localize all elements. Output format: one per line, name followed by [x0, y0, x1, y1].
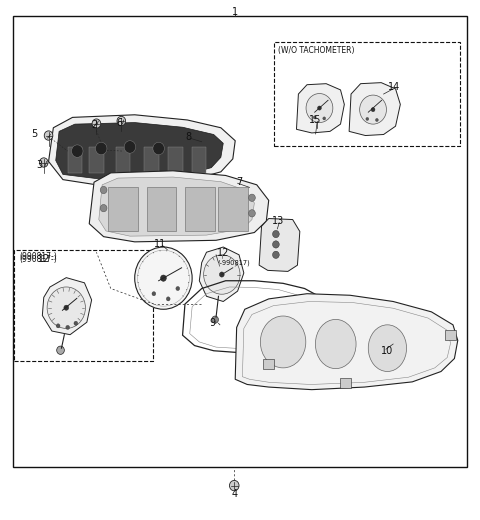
Circle shape: [39, 158, 48, 167]
Circle shape: [318, 106, 322, 110]
Circle shape: [44, 131, 53, 140]
Circle shape: [204, 255, 240, 294]
Polygon shape: [297, 84, 344, 133]
Circle shape: [135, 247, 192, 309]
Polygon shape: [56, 123, 223, 178]
Circle shape: [74, 321, 78, 326]
Polygon shape: [99, 177, 254, 236]
Text: (W/O TACHOMETER): (W/O TACHOMETER): [278, 46, 355, 55]
Text: 14: 14: [388, 82, 400, 93]
Text: 5: 5: [31, 129, 37, 139]
Bar: [168, 147, 182, 173]
Circle shape: [66, 326, 70, 330]
Bar: [68, 147, 82, 173]
Circle shape: [229, 480, 239, 491]
Text: (990817-): (990817-): [20, 252, 58, 261]
Text: 1: 1: [232, 7, 238, 17]
Bar: [89, 147, 104, 173]
Circle shape: [371, 108, 375, 112]
Circle shape: [273, 251, 279, 258]
Circle shape: [64, 305, 69, 310]
Circle shape: [313, 116, 316, 119]
Bar: [339, 378, 351, 388]
Text: 7: 7: [236, 177, 242, 187]
Circle shape: [323, 117, 325, 120]
Polygon shape: [42, 278, 92, 335]
Polygon shape: [259, 218, 300, 271]
Circle shape: [56, 324, 60, 328]
Circle shape: [166, 297, 170, 301]
Circle shape: [100, 204, 107, 212]
Text: 3: 3: [36, 160, 42, 170]
Polygon shape: [235, 294, 458, 389]
Bar: [185, 187, 215, 231]
Text: 13: 13: [272, 216, 285, 226]
Text: (990817-): (990817-): [20, 255, 58, 264]
Circle shape: [47, 287, 85, 329]
Circle shape: [375, 119, 378, 122]
Bar: [274, 42, 460, 146]
Polygon shape: [199, 247, 244, 302]
Bar: [218, 187, 248, 231]
Circle shape: [306, 94, 333, 123]
Circle shape: [96, 142, 107, 155]
Text: 11: 11: [154, 239, 166, 250]
Circle shape: [72, 145, 83, 158]
Bar: [14, 250, 153, 361]
Circle shape: [92, 119, 101, 128]
Circle shape: [152, 292, 156, 296]
Text: 12: 12: [217, 248, 229, 258]
Circle shape: [249, 210, 255, 217]
Polygon shape: [349, 83, 400, 136]
Text: (-990817): (-990817): [217, 260, 250, 266]
Bar: [12, 16, 468, 467]
Text: 8: 8: [186, 132, 192, 142]
Text: 4: 4: [231, 489, 237, 499]
Circle shape: [366, 118, 369, 121]
Text: 12: 12: [37, 254, 50, 264]
Polygon shape: [48, 115, 235, 185]
Circle shape: [100, 186, 107, 193]
Bar: [144, 147, 158, 173]
Bar: [147, 187, 176, 231]
Bar: [108, 187, 138, 231]
Text: 15: 15: [310, 115, 322, 125]
Bar: [263, 358, 275, 369]
Circle shape: [212, 316, 218, 323]
Circle shape: [117, 116, 126, 126]
Bar: [192, 147, 206, 173]
Circle shape: [124, 141, 136, 153]
Polygon shape: [89, 171, 269, 242]
Circle shape: [273, 230, 279, 238]
Circle shape: [219, 272, 224, 277]
Ellipse shape: [368, 325, 407, 371]
Bar: [445, 330, 456, 341]
Circle shape: [273, 241, 279, 248]
Text: 10: 10: [381, 346, 394, 356]
Text: 2: 2: [91, 120, 97, 130]
Text: 9: 9: [210, 318, 216, 328]
Bar: [116, 147, 130, 173]
Circle shape: [160, 275, 166, 281]
Ellipse shape: [315, 319, 356, 369]
Text: 6: 6: [116, 118, 122, 127]
Circle shape: [176, 287, 180, 291]
Circle shape: [249, 194, 255, 201]
Circle shape: [57, 346, 64, 355]
Circle shape: [360, 95, 386, 124]
Ellipse shape: [260, 316, 306, 368]
Circle shape: [153, 142, 164, 155]
